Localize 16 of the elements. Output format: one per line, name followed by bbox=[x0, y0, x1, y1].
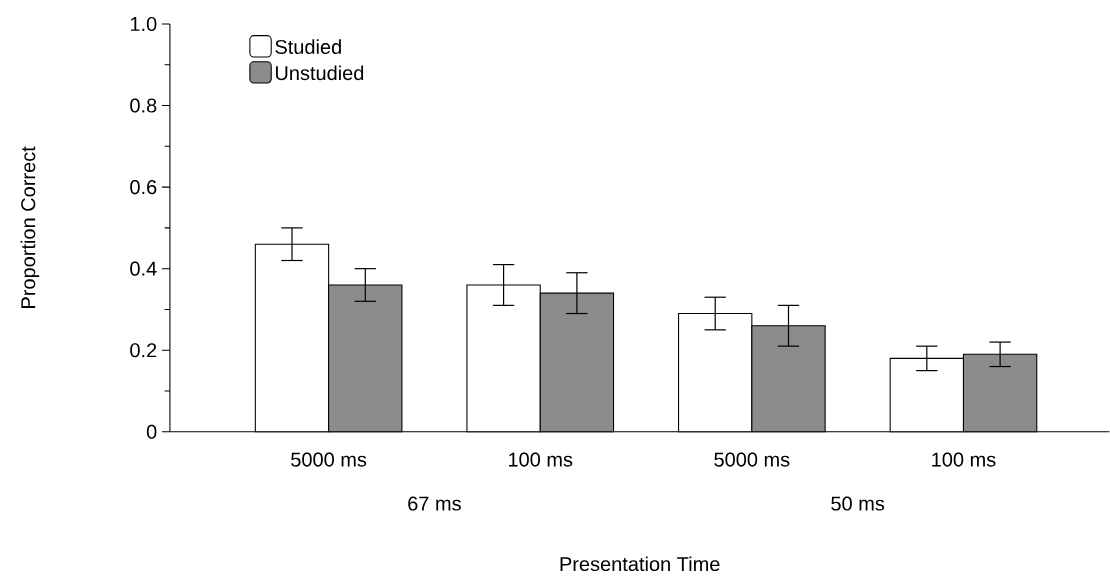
legend-label: Studied bbox=[275, 39, 341, 55]
y-axis-title: Proportion Correct bbox=[20, 146, 40, 309]
y-tick-label: 0.6 bbox=[130, 180, 157, 195]
text: 50 ms bbox=[831, 496, 885, 511]
y-tick-label: 0.8 bbox=[130, 98, 157, 113]
x-tick-label: 100 ms bbox=[508, 452, 573, 467]
legend-label: Unstudied bbox=[275, 65, 364, 81]
x-axis-title: Presentation Time bbox=[560, 556, 720, 572]
x-tick-label: 5000 ms bbox=[291, 452, 367, 467]
x-tick-label: 100 ms bbox=[932, 452, 996, 467]
y-tick-label: 0.4 bbox=[130, 261, 157, 276]
x-tick-label: 5000 ms bbox=[714, 452, 790, 467]
y-tick-label: 0 bbox=[146, 424, 157, 440]
y-tick-label: 0.2 bbox=[130, 343, 157, 358]
y-tick-label: 1.0 bbox=[130, 17, 157, 32]
text: 67 ms bbox=[408, 496, 461, 511]
